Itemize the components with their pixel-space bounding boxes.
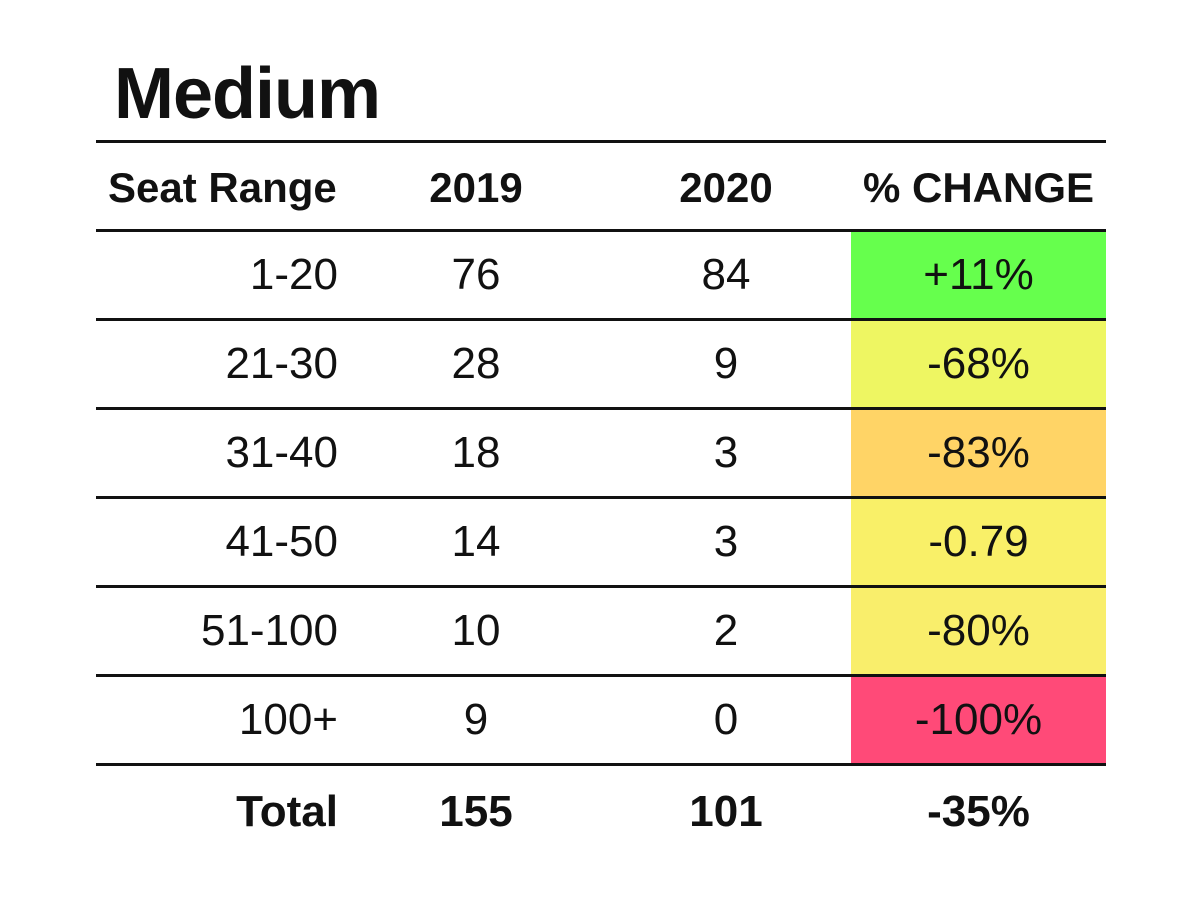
seat-range-cell: 41-50: [225, 517, 338, 566]
total-2020: 101: [689, 786, 763, 836]
table-row: 100+ 9 0 -100%: [96, 677, 1106, 763]
table-title: Medium: [114, 54, 381, 134]
table-row: 1-20 76 84 +11%: [96, 232, 1106, 318]
value-2020-cell: 84: [701, 250, 751, 299]
percent-change-cell: -100%: [851, 677, 1106, 763]
percent-change-cell: +11%: [851, 232, 1106, 318]
table-row: 51-100 10 2 -80%: [96, 588, 1106, 674]
table-row: 41-50 14 3 -0.79: [96, 499, 1106, 585]
value-2020-cell: 0: [713, 695, 739, 744]
total-label: Total: [236, 786, 338, 836]
table-top-rule: [96, 140, 1106, 143]
header-percent-change: % CHANGE: [862, 163, 1095, 211]
seat-range-cell: 31-40: [225, 428, 338, 477]
total-percent-change: -35%: [927, 786, 1030, 836]
value-2019-cell: 14: [451, 517, 501, 566]
value-2019-cell: 76: [451, 250, 501, 299]
seat-range-cell: 51-100: [200, 606, 338, 655]
row-rule: [96, 674, 1106, 677]
row-rule: [96, 318, 1106, 321]
header-rule: [96, 229, 1106, 232]
seat-range-cell: 1-20: [249, 250, 338, 299]
value-2020-cell: 3: [713, 428, 739, 477]
header-row: Seat Range 2019 2020 % CHANGE: [96, 143, 1106, 232]
table-row: 21-30 28 9 -68%: [96, 321, 1106, 407]
percent-change-cell: -68%: [851, 321, 1106, 407]
row-rule: [96, 585, 1106, 588]
header-seat-range: Seat Range: [108, 163, 337, 211]
percent-change-cell: -80%: [851, 588, 1106, 674]
total-2019: 155: [439, 786, 513, 836]
row-rule: [96, 496, 1106, 499]
row-rule: [96, 763, 1106, 766]
seat-range-cell: 21-30: [225, 339, 338, 388]
value-2020-cell: 9: [713, 339, 739, 388]
value-2019-cell: 10: [451, 606, 501, 655]
total-row: Total 155 101 -35%: [96, 767, 1106, 856]
value-2019-cell: 18: [451, 428, 501, 477]
header-2020: 2020: [679, 163, 773, 211]
table-row: 31-40 18 3 -83%: [96, 410, 1106, 496]
percent-change-cell: -83%: [851, 410, 1106, 496]
value-2019-cell: 9: [463, 695, 489, 744]
seat-range-cell: 100+: [238, 695, 338, 744]
value-2019-cell: 28: [451, 339, 501, 388]
value-2020-cell: 3: [713, 517, 739, 566]
header-2019: 2019: [429, 163, 523, 211]
row-rule: [96, 407, 1106, 410]
percent-change-cell: -0.79: [851, 499, 1106, 585]
value-2020-cell: 2: [713, 606, 739, 655]
